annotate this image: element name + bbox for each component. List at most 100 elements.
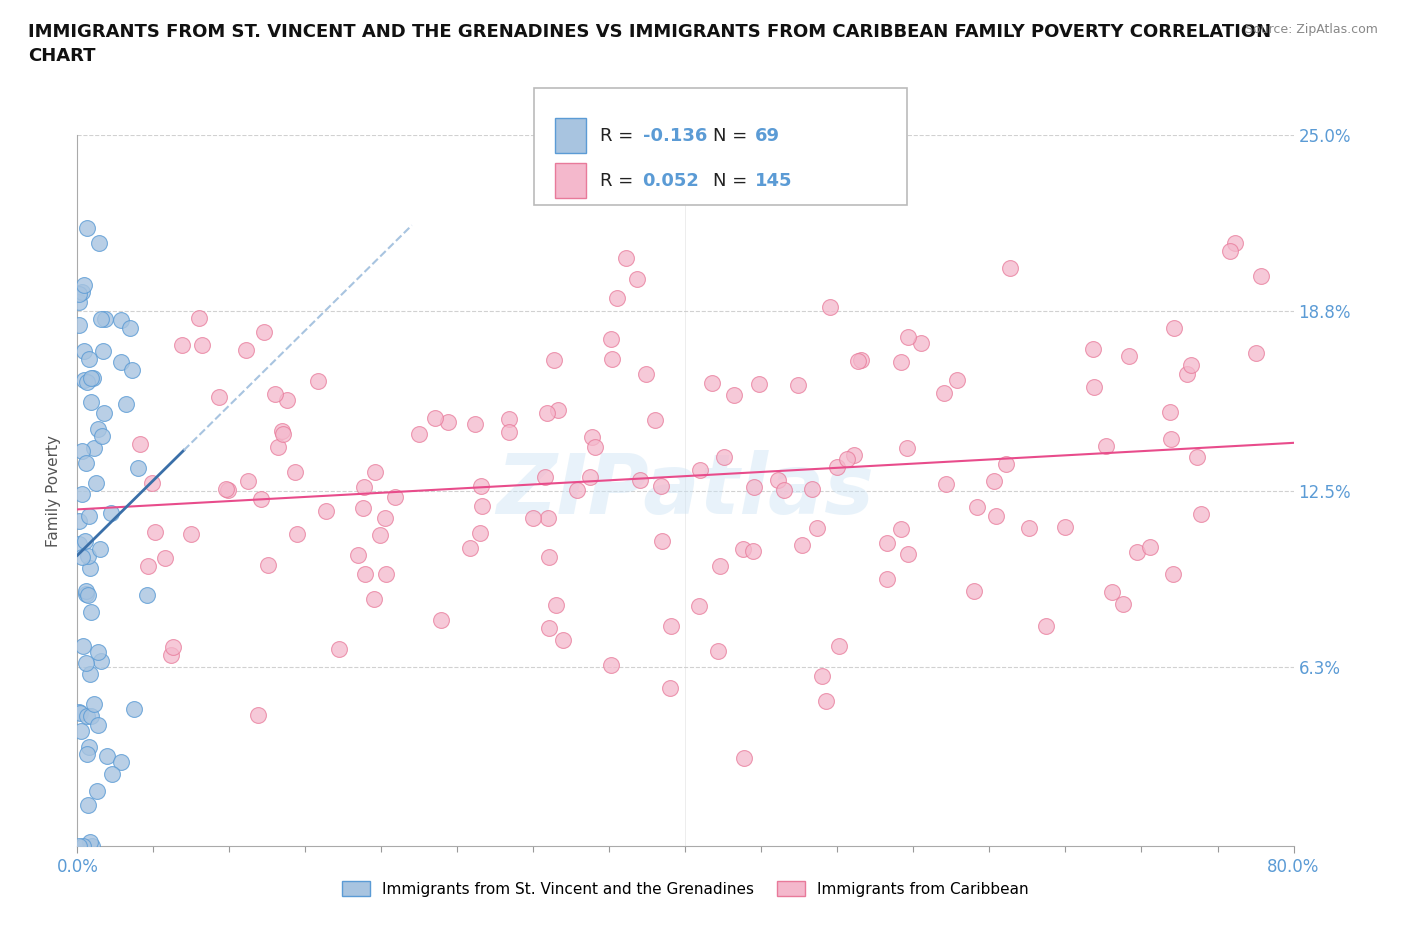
Point <box>741 543 763 558</box>
Point <box>498 425 520 440</box>
Point <box>1180 357 1202 372</box>
Point <box>79 834 101 849</box>
Point <box>896 440 918 455</box>
Point <box>815 694 838 709</box>
Point <box>408 426 430 441</box>
Point <box>1219 244 1241 259</box>
Point <box>72 638 94 653</box>
Point <box>276 392 298 407</box>
Point <box>370 527 392 542</box>
Point <box>75 656 97 671</box>
Point <box>172 338 194 352</box>
Point <box>429 613 451 628</box>
Point <box>250 492 273 507</box>
Point <box>1189 506 1212 521</box>
Point <box>77 509 100 524</box>
Point <box>935 476 957 491</box>
Point <box>425 411 447 426</box>
Point <box>67 514 90 529</box>
Point <box>544 598 567 613</box>
Point <box>1223 235 1246 250</box>
Point <box>1101 584 1123 599</box>
Point <box>110 354 132 369</box>
Point <box>188 311 211 325</box>
Point <box>827 459 849 474</box>
Point <box>897 329 920 344</box>
Point <box>80 839 103 854</box>
Point <box>1246 346 1268 361</box>
Point <box>537 620 560 635</box>
Point <box>93 406 115 421</box>
Point <box>82 371 104 386</box>
Point <box>581 430 603 445</box>
Point <box>522 510 544 525</box>
Point <box>77 739 100 754</box>
Point <box>846 354 869 369</box>
Point <box>658 681 681 696</box>
Point <box>1163 321 1185 336</box>
Point <box>80 709 103 724</box>
Point <box>122 701 145 716</box>
Point <box>1185 449 1208 464</box>
Point <box>650 479 672 494</box>
Point <box>1053 519 1076 534</box>
Point <box>498 412 520 427</box>
Point <box>600 352 623 366</box>
Point <box>876 572 898 587</box>
Point <box>998 260 1021 275</box>
Point <box>1094 439 1116 454</box>
Point <box>583 440 606 455</box>
Point <box>689 463 711 478</box>
Point <box>67 704 90 719</box>
Point <box>768 472 790 487</box>
Point <box>806 521 828 536</box>
Point <box>1083 379 1105 394</box>
Point <box>100 505 122 520</box>
Point <box>374 511 396 525</box>
Point <box>384 489 406 504</box>
Point <box>69 705 91 720</box>
Point <box>87 235 110 250</box>
Legend: Immigrants from St. Vincent and the Grenadines, Immigrants from Caribbean: Immigrants from St. Vincent and the Gren… <box>336 874 1035 903</box>
Point <box>70 724 93 738</box>
Point <box>257 558 280 573</box>
Text: 145: 145 <box>755 172 793 190</box>
Point <box>136 558 159 573</box>
Point <box>1081 341 1104 356</box>
Point <box>79 667 101 682</box>
Point <box>76 220 98 235</box>
Text: N =: N = <box>713 172 752 190</box>
Point <box>606 290 628 305</box>
Point <box>844 447 866 462</box>
Point <box>1160 432 1182 446</box>
Point <box>215 481 238 496</box>
Point <box>1175 366 1198 381</box>
Point <box>72 343 94 358</box>
Point <box>75 534 97 549</box>
Point <box>110 755 132 770</box>
Point <box>748 377 770 392</box>
Point <box>115 396 138 411</box>
Point <box>547 403 569 418</box>
Point <box>945 373 967 388</box>
Point <box>73 277 96 292</box>
Text: 0.052: 0.052 <box>643 172 699 190</box>
Point <box>90 654 112 669</box>
Point <box>1035 618 1057 633</box>
Point <box>659 618 682 633</box>
Point <box>471 498 494 513</box>
Point <box>80 604 103 619</box>
Point <box>828 638 851 653</box>
Point <box>375 566 398 581</box>
Point <box>287 526 309 541</box>
Point <box>463 417 485 432</box>
Point <box>86 421 108 436</box>
Text: R =: R = <box>600 126 640 145</box>
Point <box>733 541 755 556</box>
Point <box>75 456 97 471</box>
Point <box>79 560 101 575</box>
Point <box>87 644 110 659</box>
Point <box>208 390 231 405</box>
Point <box>733 751 755 765</box>
Point <box>80 371 103 386</box>
